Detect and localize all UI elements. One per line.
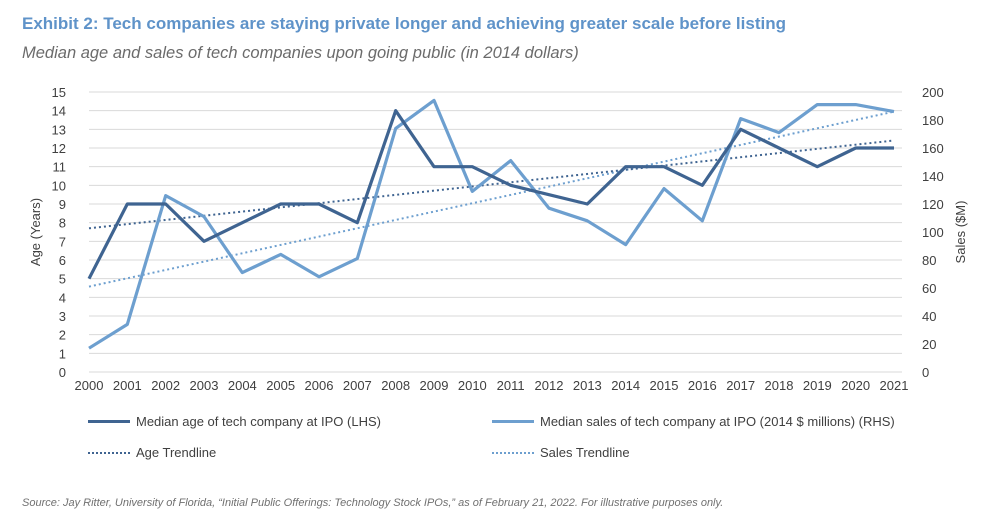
legend-item-age-trend: Age Trendline bbox=[88, 445, 216, 460]
x-tick-label: 2017 bbox=[726, 378, 755, 393]
legend-label-sales: Median sales of tech company at IPO (201… bbox=[540, 414, 895, 429]
y2-tick-label: 40 bbox=[922, 309, 936, 324]
y2-axis-label: Sales ($M) bbox=[953, 201, 968, 264]
x-tick-label: 2019 bbox=[803, 378, 832, 393]
x-tick-label: 2009 bbox=[420, 378, 449, 393]
y2-tick-label: 60 bbox=[922, 281, 936, 296]
y-tick-label: 15 bbox=[52, 85, 66, 100]
y2-tick-label: 20 bbox=[922, 337, 936, 352]
legend-item-age: Median age of tech company at IPO (LHS) bbox=[88, 414, 381, 429]
y2-tick-label: 0 bbox=[922, 365, 929, 380]
y-tick-label: 8 bbox=[59, 216, 66, 231]
y2-tick-label: 100 bbox=[922, 225, 944, 240]
x-tick-label: 2011 bbox=[497, 378, 525, 393]
x-tick-label: 2020 bbox=[841, 378, 870, 393]
source-note: Source: Jay Ritter, University of Florid… bbox=[22, 497, 724, 509]
y-tick-label: 14 bbox=[52, 104, 66, 119]
y-axis-label: Age (Years) bbox=[28, 198, 43, 266]
y-tick-label: 13 bbox=[52, 122, 66, 137]
y-tick-label: 12 bbox=[52, 141, 66, 156]
y2-tick-label: 160 bbox=[922, 141, 944, 156]
y2-tick-label: 120 bbox=[922, 197, 944, 212]
x-tick-label: 2003 bbox=[190, 378, 219, 393]
series-line-0 bbox=[87, 109, 894, 280]
legend-label-age: Median age of tech company at IPO (LHS) bbox=[136, 414, 381, 429]
y2-tick-label: 200 bbox=[922, 85, 944, 100]
x-tick-label: 2008 bbox=[381, 378, 410, 393]
y-tick-label: 7 bbox=[59, 234, 66, 249]
x-tick-label: 2021 bbox=[880, 378, 909, 393]
y-tick-label: 6 bbox=[59, 253, 66, 268]
y-tick-label: 5 bbox=[59, 272, 66, 287]
x-tick-label: 2006 bbox=[305, 378, 334, 393]
legend-swatch-age bbox=[88, 420, 130, 423]
chart-title: Exhibit 2: Tech companies are staying pr… bbox=[22, 14, 786, 33]
legend-label-sales-trend: Sales Trendline bbox=[540, 445, 630, 460]
y2-tick-label: 180 bbox=[922, 113, 944, 128]
y-tick-label: 0 bbox=[59, 365, 66, 380]
series-line-2 bbox=[88, 139, 895, 230]
x-tick-label: 2013 bbox=[573, 378, 602, 393]
y2-tick-label: 140 bbox=[922, 169, 944, 184]
x-tick-label: 2007 bbox=[343, 378, 372, 393]
chart-subtitle: Median age and sales of tech companies u… bbox=[22, 44, 579, 62]
x-tick-label: 2014 bbox=[611, 378, 640, 393]
legend-swatch-age-trend bbox=[88, 451, 130, 454]
x-tick-label: 2001 bbox=[113, 378, 142, 393]
series-line-3 bbox=[88, 110, 895, 288]
legend-swatch-sales bbox=[492, 420, 534, 423]
x-tick-label: 2015 bbox=[650, 378, 679, 393]
x-tick-label: 2010 bbox=[458, 378, 487, 393]
y-tick-label: 9 bbox=[59, 197, 66, 212]
y-tick-label: 3 bbox=[59, 309, 66, 324]
y-tick-label: 11 bbox=[53, 160, 67, 175]
x-tick-label: 2016 bbox=[688, 378, 717, 393]
y-tick-label: 4 bbox=[59, 290, 66, 305]
x-tick-label: 2002 bbox=[151, 378, 180, 393]
legend-item-sales-trend: Sales Trendline bbox=[492, 445, 630, 460]
y-tick-label: 1 bbox=[59, 346, 66, 361]
x-tick-label: 2018 bbox=[765, 378, 794, 393]
y-tick-label: 2 bbox=[59, 328, 66, 343]
y-tick-label: 10 bbox=[52, 178, 66, 193]
x-tick-label: 2005 bbox=[266, 378, 295, 393]
y2-tick-label: 80 bbox=[922, 253, 936, 268]
legend-item-sales: Median sales of tech company at IPO (201… bbox=[492, 414, 895, 429]
legend-label-age-trend: Age Trendline bbox=[136, 445, 217, 460]
legend-swatch-sales-trend bbox=[492, 451, 534, 454]
x-tick-label: 2012 bbox=[535, 378, 564, 393]
x-tick-label: 2000 bbox=[75, 378, 104, 393]
x-tick-label: 2004 bbox=[228, 378, 257, 393]
